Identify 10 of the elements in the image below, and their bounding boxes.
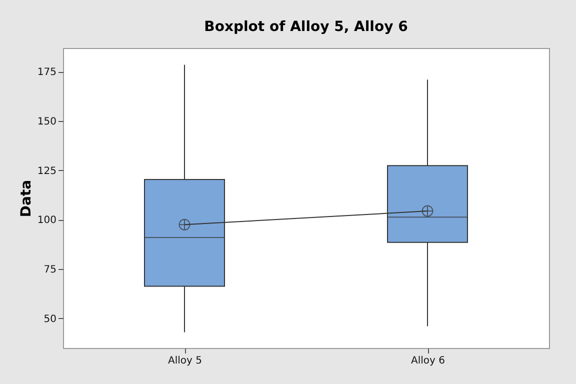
x-tick-label: Alloy 5 bbox=[168, 356, 202, 366]
chart-title: Boxplot of Alloy 5, Alloy 6 bbox=[204, 19, 408, 35]
y-axis-title: Data bbox=[18, 180, 34, 218]
x-tick-label: Alloy 6 bbox=[411, 356, 445, 366]
y-tick-label: 50 bbox=[44, 314, 56, 325]
y-tick-label: 125 bbox=[37, 166, 56, 177]
y-tick-label: 100 bbox=[37, 215, 56, 226]
y-tick-label: 175 bbox=[37, 67, 56, 78]
y-tick-label: 150 bbox=[37, 116, 56, 128]
y-tick-label: 75 bbox=[44, 264, 56, 276]
